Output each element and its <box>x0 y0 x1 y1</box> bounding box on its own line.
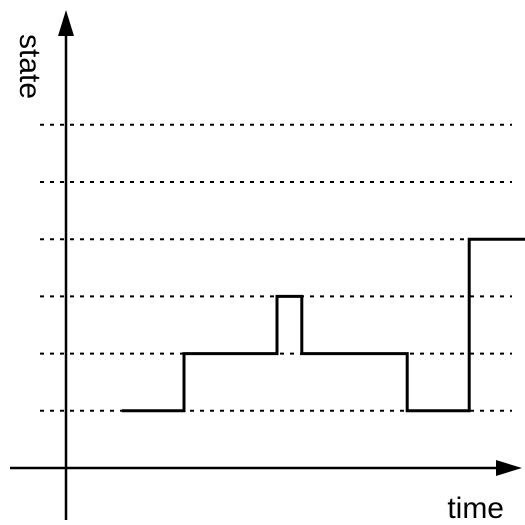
y-axis-label: state <box>13 34 46 99</box>
state-level-grid-lines <box>40 123 512 412</box>
y-axis-arrowhead <box>58 10 74 36</box>
state-step-path <box>122 237 525 413</box>
x-axis-arrowhead <box>496 460 522 476</box>
x-axis-label: time <box>447 492 504 525</box>
